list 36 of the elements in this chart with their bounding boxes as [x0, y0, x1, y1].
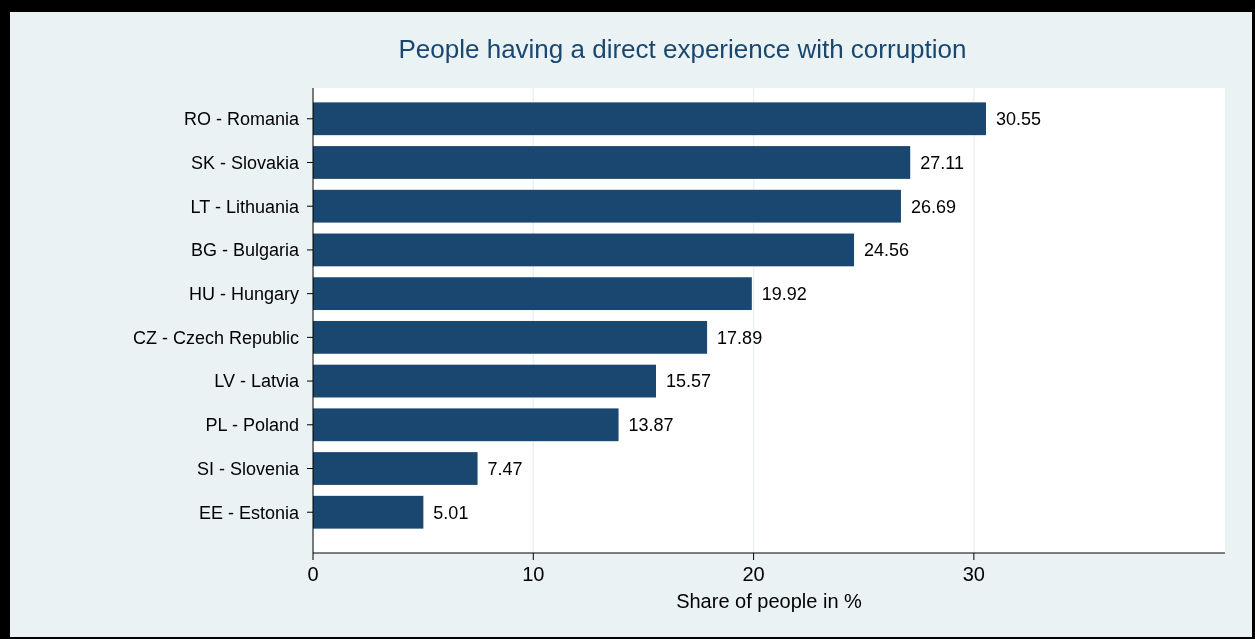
bar — [313, 102, 986, 136]
data-label: 13.87 — [628, 415, 674, 436]
data-label: 24.56 — [864, 240, 910, 261]
y-tick-label: LT - Lithuania — [190, 196, 300, 217]
y-tick-label: LV - Latvia — [214, 371, 300, 392]
y-tick-label: RO - Romania — [183, 109, 300, 130]
x-tick-label: 10 — [522, 563, 545, 585]
data-label: 17.89 — [717, 327, 763, 348]
data-label: 26.69 — [910, 196, 956, 217]
x-axis-title: Share of people in % — [676, 590, 863, 612]
y-tick-label: SK - Slovakia — [190, 152, 300, 173]
y-tick-label: EE - Estonia — [198, 502, 300, 523]
bar — [313, 277, 752, 311]
y-tick-label: PL - Poland — [205, 415, 299, 436]
y-tick-label: HU - Hungary — [188, 283, 299, 304]
data-label: 5.01 — [433, 502, 469, 523]
bar — [313, 452, 478, 485]
x-tick-label: 30 — [962, 563, 985, 585]
data-label: 7.47 — [487, 458, 523, 479]
x-tick-label: 0 — [307, 563, 319, 585]
bar — [313, 495, 424, 529]
bar — [313, 364, 656, 398]
bar — [313, 189, 901, 223]
chart-title: People having a direct experience with corruption — [398, 34, 967, 64]
data-label: 15.57 — [665, 371, 712, 392]
bar — [313, 408, 619, 442]
bar — [313, 146, 911, 179]
data-label: 30.55 — [995, 109, 1042, 130]
bar — [313, 233, 855, 267]
y-tick-label: BG - Bulgaria — [190, 240, 300, 261]
y-tick-label: CZ - Czech Republic — [132, 327, 299, 348]
y-tick-label: SI - Slovenia — [196, 458, 300, 479]
data-label: 27.11 — [920, 152, 964, 173]
data-label: 19.92 — [761, 283, 807, 304]
bar — [313, 320, 708, 354]
x-tick-label: 20 — [742, 563, 765, 585]
